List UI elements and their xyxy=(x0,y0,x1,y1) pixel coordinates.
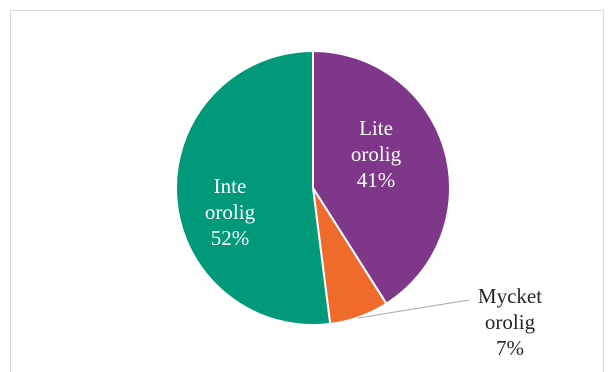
pie-label-name: Mycket xyxy=(478,284,542,308)
pie-leader-lines xyxy=(357,299,470,319)
pie-label-name: orolig xyxy=(485,310,536,334)
pie-slice-3 xyxy=(175,49,332,326)
pie-label-value: 41% xyxy=(357,168,396,192)
pie-label-value: 7% xyxy=(496,336,524,360)
pie-label-name: orolig xyxy=(351,142,402,166)
pie-label-name: Lite xyxy=(359,116,393,140)
pie-label-name: orolig xyxy=(205,200,256,224)
pie-label-value: 52% xyxy=(211,226,250,250)
pie-slices xyxy=(175,49,451,326)
pie-label-name: Inte xyxy=(214,174,247,198)
leader-line-2 xyxy=(357,299,470,319)
pie-labels: Lite orolig 41%Mycket orolig 7%Inte orolig 52% xyxy=(205,116,542,360)
pie-label-3: Inte orolig 52% xyxy=(205,174,256,250)
pie-label-1: Lite orolig 41% xyxy=(351,116,402,192)
pie-label-2: Mycket orolig 7% xyxy=(478,284,542,360)
